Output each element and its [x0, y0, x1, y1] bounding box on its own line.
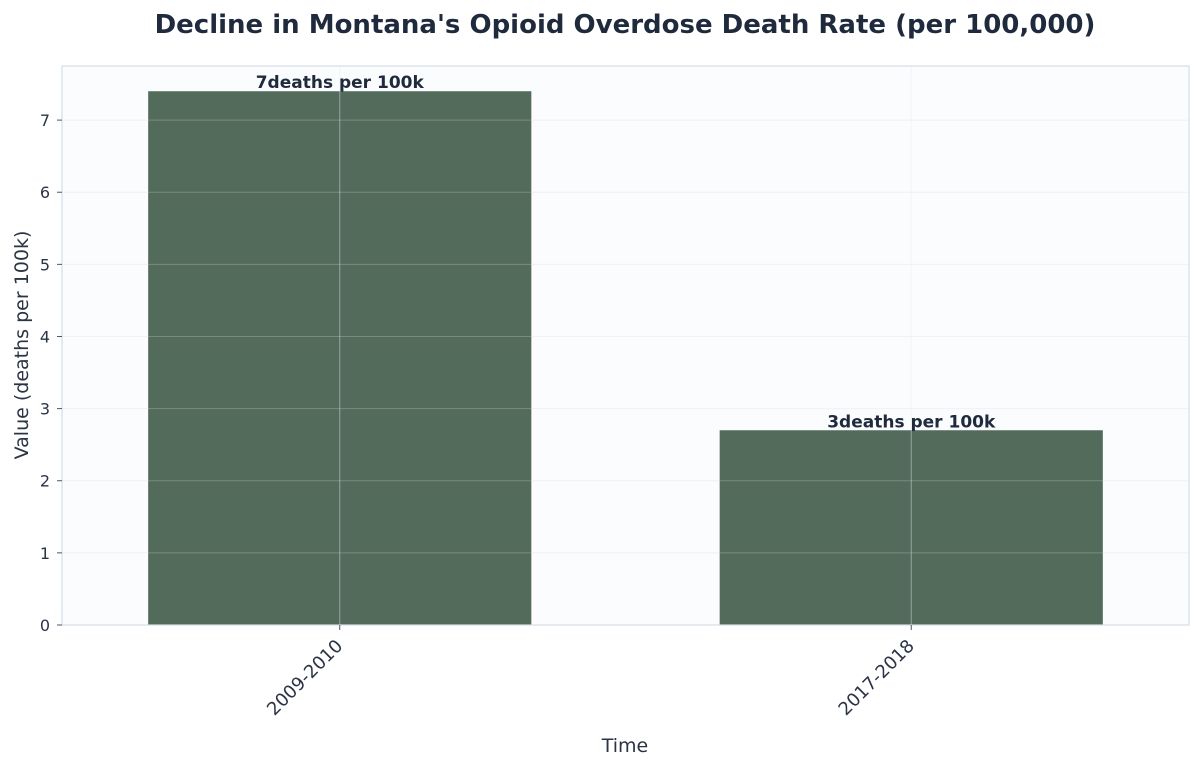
bar-2017-2018: [719, 430, 1103, 625]
data-label: 3deaths per 100k: [827, 412, 996, 432]
x-tick-label: 2009-2010: [263, 636, 347, 720]
x-tick-label: 2017-2018: [835, 636, 919, 720]
y-tick-label: 3: [40, 400, 50, 419]
data-label: 7deaths per 100k: [256, 73, 425, 93]
y-tick-label: 5: [40, 255, 50, 274]
chart-title: Decline in Montana's Opioid Overdose Dea…: [155, 10, 1096, 40]
y-axis-label: Value (deaths per 100k): [11, 231, 33, 460]
y-tick-label: 4: [40, 327, 50, 346]
y-tick-label: 0: [40, 616, 50, 635]
plot-frame: [61, 65, 1190, 626]
plot-layer: 0 1 2 3 4 5 6 7 2009-2010 2017-2018 7deaths per 10…: [40, 65, 1190, 720]
bar-2009-2010: [148, 91, 532, 625]
y-tick-label: 6: [40, 183, 50, 202]
y-tick-label: 7: [40, 111, 50, 130]
y-tick-label: 2: [40, 472, 50, 491]
x-axis-label: Time: [601, 735, 649, 757]
y-tick-label: 1: [40, 544, 50, 563]
